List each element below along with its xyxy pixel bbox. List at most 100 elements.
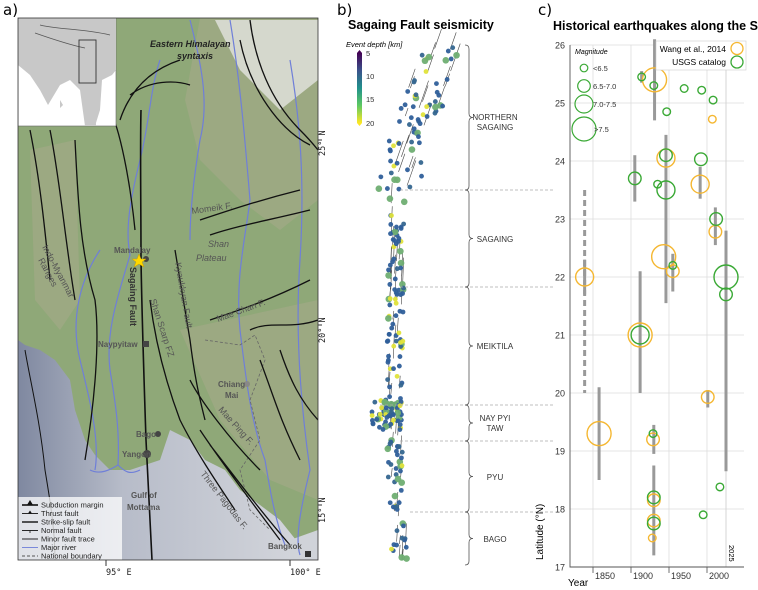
seismic-event: [401, 523, 406, 529]
map-legend-label: Minor fault trace: [41, 535, 95, 544]
segment-label: NAY PYI: [480, 414, 511, 423]
y-tick-label: 21: [555, 331, 565, 341]
usgs-earthquake-marker: [646, 490, 661, 505]
seismic-event: [394, 409, 402, 417]
seismic-event: [395, 418, 401, 424]
seismic-event: [374, 416, 380, 422]
seismic-event: [424, 114, 430, 119]
map-legend-label: Subduction margin: [41, 501, 104, 510]
seismic-event: [389, 213, 394, 218]
seismic-event: [407, 184, 413, 190]
seismic-event: [381, 398, 389, 406]
seismic-event: [394, 528, 400, 534]
x-tick-label: 2000: [709, 571, 729, 581]
colorbar-title: Event depth [km]: [346, 40, 403, 49]
wang-earthquake-marker: [646, 432, 661, 447]
y-tick-label: 25: [555, 99, 565, 109]
usgs-earthquake-marker: [656, 180, 676, 200]
seismic-event: [385, 474, 391, 480]
wang-earthquake-marker: [707, 114, 717, 124]
seismic-event: [399, 449, 405, 455]
seismic-event: [387, 302, 393, 308]
seismic-event: [384, 186, 390, 191]
seismic-event: [397, 247, 404, 255]
seismic-event: [386, 353, 391, 359]
seismic-event: [392, 296, 398, 302]
magnitude-legend-title: Magnitude: [575, 49, 608, 56]
seismic-event: [391, 163, 397, 169]
panel-a-label: a): [3, 1, 18, 19]
magnitude-legend-marker: [574, 94, 594, 114]
usgs-earthquake-marker: [649, 81, 659, 91]
label-gulf-of: Gulf of: [131, 491, 157, 500]
seismic-event: [405, 89, 411, 94]
segment-brace: [464, 44, 474, 191]
seismic-event: [393, 300, 399, 306]
seismic-event: [391, 417, 396, 423]
seismic-event: [394, 504, 400, 509]
seismic-event: [419, 52, 425, 58]
usgs-earthquake-marker: [693, 152, 708, 167]
y-tick-label: 23: [555, 215, 565, 225]
seismic-event: [387, 296, 393, 302]
wang-earthquake-marker: [641, 67, 668, 93]
segment-label: SAGAING: [477, 123, 513, 132]
label-syntaxis: Eastern Himalayan: [150, 39, 231, 49]
seismic-event: [398, 468, 403, 474]
seismic-event: [432, 99, 438, 104]
seismic-event: [397, 308, 403, 314]
seismic-event: [375, 185, 383, 193]
magnitude-legend-marker: [579, 63, 589, 73]
seismic-event: [386, 331, 392, 337]
seismic-event: [434, 89, 440, 95]
y-tick-label: 26: [555, 41, 565, 51]
seismic-event: [401, 285, 406, 291]
seismic-event: [391, 143, 396, 149]
seismic-event: [413, 92, 419, 98]
segment-boundaries: [380, 189, 555, 513]
seismic-event: [397, 427, 403, 432]
x-tick-label: 1950: [671, 571, 691, 581]
y-tick-label: 20: [555, 389, 565, 399]
source-legend: Wang et al., 2014 USGS catalog: [655, 40, 747, 71]
seismic-event: [416, 134, 421, 140]
magnitude-legend-label: 7.0-7.5: [593, 100, 616, 109]
seismic-event: [397, 403, 403, 409]
seismic-event: [379, 405, 384, 411]
segment-label: TAW: [487, 424, 504, 433]
seismic-event: [369, 409, 375, 415]
seismic-event: [386, 138, 392, 144]
seismic-event: [418, 160, 424, 165]
wang-earthquake-marker: [700, 390, 715, 405]
legend-wang: Wang et al., 2014: [660, 44, 727, 54]
map-legend-label: Thrust fault: [41, 509, 79, 518]
seismic-event: [398, 292, 404, 297]
seismic-event: [448, 56, 454, 62]
magnitude-legend-label: 6.5-7.0: [593, 82, 616, 91]
chiang-mai-marker: [244, 381, 250, 387]
label-shan: Shan: [208, 239, 229, 249]
legend-usgs: USGS catalog: [672, 57, 726, 67]
seismic-event: [388, 158, 393, 164]
seismic-event: [385, 272, 392, 279]
seismic-event: [394, 373, 400, 379]
wang-earthquake-marker: [650, 244, 677, 270]
magnitude-legend-label: >7.5: [594, 125, 609, 134]
sagaing-fault-trace: [139, 109, 153, 560]
seismic-event: [424, 104, 430, 110]
seismic-event: [453, 51, 460, 59]
seismic-event: [410, 104, 416, 110]
tick-lat-15: 15° N: [318, 497, 328, 523]
label-plateau: Plateau: [196, 253, 227, 263]
seismic-event: [398, 226, 404, 231]
seismic-event: [425, 53, 433, 61]
seismic-event: [415, 117, 421, 122]
usgs-earthquake-marker: [627, 171, 642, 186]
seismic-event: [450, 45, 456, 51]
seismic-event: [394, 160, 400, 166]
chart-title: Historical earthquakes along the SF: [553, 19, 758, 33]
segment-label: SAGAING: [477, 235, 513, 244]
label-mai: Mai: [225, 391, 238, 400]
seismic-event: [432, 103, 439, 111]
tick-lon-100: 100° E: [290, 568, 321, 578]
